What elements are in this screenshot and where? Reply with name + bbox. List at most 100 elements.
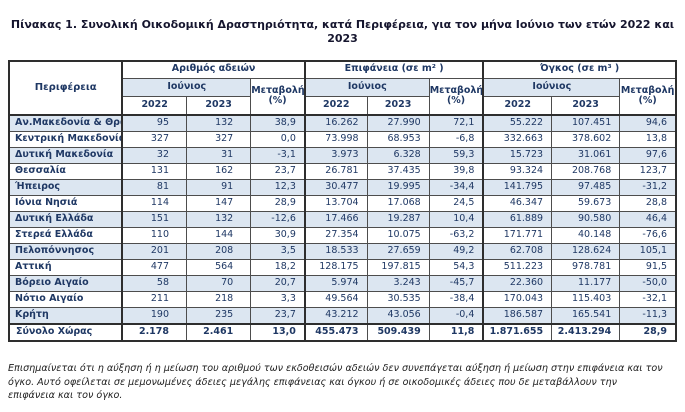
value-cell: 55.222 (482, 114, 553, 132)
value-cell: -63,2 (428, 226, 485, 244)
value-cell: 5.974 (304, 274, 368, 292)
table-row: Νότιο Αιγαίο 211 218 3,3 49.564 30.535 -… (8, 290, 677, 308)
value-cell: 132 (186, 114, 252, 132)
value-cell: 28,9 (250, 194, 306, 212)
building-activity-table: Περιφέρεια Αριθμός αδειών Επιφάνεια (σε … (8, 59, 677, 342)
value-cell: 91,5 (619, 258, 677, 276)
table-row: Αν.Μακεδονία & Θράκη 95 132 38,9 16.262 … (8, 114, 677, 132)
value-cell: -3,1 (250, 146, 306, 164)
region-cell: Αν.Μακεδονία & Θράκη (8, 114, 124, 132)
year-header: 2022 (482, 95, 553, 116)
value-cell: 90.580 (551, 210, 621, 228)
table-row: Ήπειρος 81 91 12,3 30.477 19.995 -34,4 1… (8, 178, 677, 196)
value-cell: 201 (121, 242, 188, 260)
value-cell: 30.477 (304, 178, 368, 196)
table-row: Ιόνια Νησιά 114 147 28,9 13.704 17.068 2… (8, 194, 677, 212)
value-cell: 61.889 (482, 210, 553, 228)
table-row: Αττική 477 564 18,2 128.175 197.815 54,3… (8, 258, 677, 276)
value-cell: 24,5 (428, 194, 485, 212)
value-cell: 27.354 (304, 226, 368, 244)
value-cell: 477 (121, 258, 188, 276)
value-cell: 40.148 (551, 226, 621, 244)
value-cell: 32 (121, 146, 188, 164)
value-cell: 110 (121, 226, 188, 244)
table-row: Κρήτη 190 235 23,7 43.212 43.056 -0,4 18… (8, 306, 677, 325)
table-row: Στερεά Ελλάδα 110 144 30,9 27.354 10.075… (8, 226, 677, 244)
change-unit: (%) (446, 95, 466, 107)
value-cell: 19.995 (366, 178, 430, 196)
region-cell: Κεντρική Μακεδονία (8, 130, 124, 148)
region-cell: Δυτική Μακεδονία (8, 146, 124, 164)
table-row: Δυτική Ελλάδα 151 132 -12,6 17.466 19.28… (8, 210, 677, 228)
region-cell: Ήπειρος (8, 178, 124, 196)
value-cell: 97,6 (619, 146, 677, 164)
table-header: Περιφέρεια Αριθμός αδειών Επιφάνεια (σε … (8, 60, 677, 116)
value-cell: 13,0 (250, 322, 306, 342)
value-cell: 93.324 (482, 162, 553, 180)
table-row: Θεσσαλία 131 162 23,7 26.781 37.435 39,8… (8, 162, 677, 180)
value-cell: 18.533 (304, 242, 368, 260)
group-header-permits: Αριθμός αδειών (121, 60, 306, 79)
corner-header-region: Περιφέρεια (8, 60, 124, 116)
value-cell: 564 (186, 258, 252, 276)
value-cell: 27.990 (366, 114, 430, 132)
month-header-permits: Ιούνιος (121, 77, 252, 97)
region-cell: Σύνολο Χώρας (8, 322, 124, 342)
value-cell: 197.815 (366, 258, 430, 276)
value-cell: 12,3 (250, 178, 306, 196)
value-cell: 186.587 (482, 306, 553, 325)
footnote: Επισημαίνεται ότι η αύξηση ή η μείωση το… (8, 362, 663, 402)
value-cell: 72,1 (428, 114, 485, 132)
value-cell: 49,2 (428, 242, 485, 260)
month-header-volume: Ιούνιος (482, 77, 621, 97)
value-cell: 31.061 (551, 146, 621, 164)
value-cell: -31,2 (619, 178, 677, 196)
value-cell: 43.056 (366, 306, 430, 325)
value-cell: 68.953 (366, 130, 430, 148)
value-cell: 170.043 (482, 290, 553, 308)
value-cell: 455.473 (304, 322, 368, 342)
change-header-volume: Μεταβολή (%) (619, 77, 677, 116)
year-header: 2023 (366, 95, 430, 116)
value-cell: 10.075 (366, 226, 430, 244)
value-cell: -50,0 (619, 274, 677, 292)
value-cell: 3.243 (366, 274, 430, 292)
value-cell: 28,8 (619, 194, 677, 212)
value-cell: 114 (121, 194, 188, 212)
value-cell: 511.223 (482, 258, 553, 276)
value-cell: 13,8 (619, 130, 677, 148)
value-cell: -11,3 (619, 306, 677, 325)
region-cell: Ιόνια Νησιά (8, 194, 124, 212)
value-cell: 10,4 (428, 210, 485, 228)
group-header-volume: Όγκος (σε m³ ) (482, 60, 677, 79)
year-header: 2022 (121, 95, 188, 116)
value-cell: 39,8 (428, 162, 485, 180)
page-title: Πίνακας 1. Συνολική Οικοδομική Δραστηριό… (10, 18, 675, 46)
group-header-surface: Επιφάνεια (σε m² ) (304, 60, 485, 79)
value-cell: 6.328 (366, 146, 430, 164)
value-cell: 147 (186, 194, 252, 212)
value-cell: 70 (186, 274, 252, 292)
value-cell: -12,6 (250, 210, 306, 228)
header-row-years: 2022 2023 2022 2023 2022 2023 (9, 95, 676, 116)
value-cell: 94,6 (619, 114, 677, 132)
region-cell: Δυτική Ελλάδα (8, 210, 124, 228)
value-cell: 31 (186, 146, 252, 164)
value-cell: 23,7 (250, 162, 306, 180)
value-cell: -32,1 (619, 290, 677, 308)
value-cell: 378.602 (551, 130, 621, 148)
region-cell: Θεσσαλία (8, 162, 124, 180)
value-cell: 162 (186, 162, 252, 180)
value-cell: 26.781 (304, 162, 368, 180)
value-cell: -34,4 (428, 178, 485, 196)
table-row: Βόρειο Αιγαίο 58 70 20,7 5.974 3.243 -45… (8, 274, 677, 292)
value-cell: -76,6 (619, 226, 677, 244)
value-cell: 0,0 (250, 130, 306, 148)
value-cell: 22.360 (482, 274, 553, 292)
value-cell: 95 (121, 114, 188, 132)
value-cell: 58 (121, 274, 188, 292)
year-header: 2023 (551, 95, 621, 116)
value-cell: 128.175 (304, 258, 368, 276)
value-cell: 144 (186, 226, 252, 244)
value-cell: 211 (121, 290, 188, 308)
